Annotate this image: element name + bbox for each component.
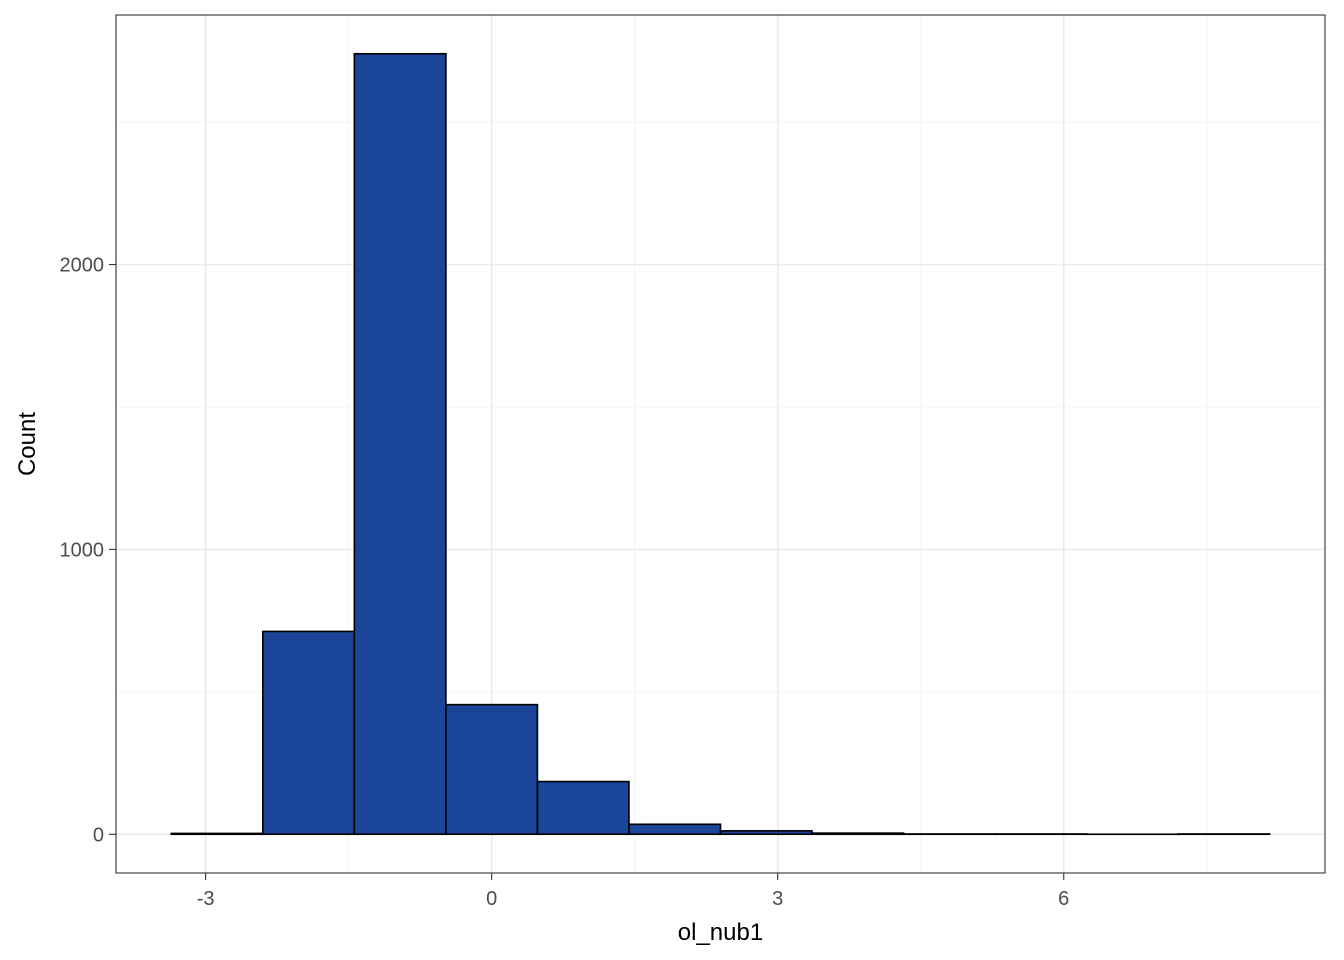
y-axis-title: Count bbox=[14, 412, 41, 476]
histogram-bar bbox=[170, 832, 264, 836]
histogram-bar bbox=[262, 630, 356, 836]
x-axis-ticks: -3 0 3 6 bbox=[197, 873, 1069, 910]
x-tick-label: -3 bbox=[197, 888, 215, 910]
y-tick-label: 1000 bbox=[60, 539, 105, 561]
histogram-bar bbox=[811, 832, 905, 836]
histogram-bar bbox=[353, 52, 447, 836]
x-tick-label: 0 bbox=[486, 888, 497, 910]
x-axis-title: ol_nub1 bbox=[678, 919, 763, 946]
panel-border bbox=[115, 14, 1326, 874]
y-axis-ticks: 0 1000 2000 bbox=[60, 255, 116, 846]
histogram-bar bbox=[445, 703, 539, 836]
histogram-bar bbox=[628, 823, 722, 836]
y-tick-label: 0 bbox=[93, 824, 104, 846]
histogram-bar bbox=[719, 830, 813, 836]
y-tick-label: 2000 bbox=[60, 255, 105, 277]
histogram-bars bbox=[170, 52, 1271, 836]
x-tick-label: 3 bbox=[772, 888, 783, 910]
histogram-bar bbox=[536, 780, 630, 836]
x-tick-label: 6 bbox=[1058, 888, 1069, 910]
